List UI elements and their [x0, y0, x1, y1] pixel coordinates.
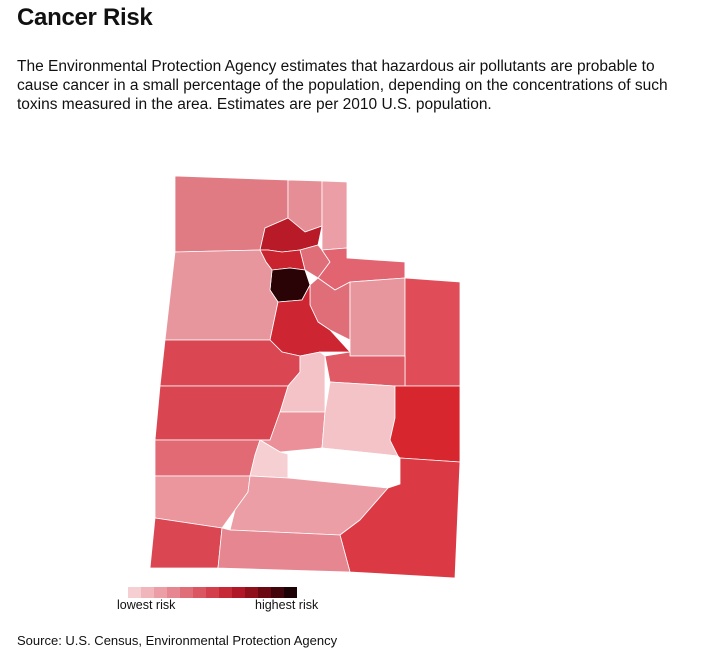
legend-swatch: [180, 587, 193, 598]
legend-swatch: [219, 587, 232, 598]
legend-swatch: [284, 587, 297, 598]
county-rich[interactable]: [321, 180, 348, 251]
source-note: Source: U.S. Census, Environmental Prote…: [17, 633, 338, 648]
legend-swatch: [258, 587, 271, 598]
county-grand[interactable]: [389, 385, 461, 463]
county-millard[interactable]: [154, 385, 289, 441]
page-title: Cancer Risk: [17, 4, 153, 31]
legend-swatch: [128, 587, 141, 598]
description: The Environmental Protection Agency esti…: [17, 58, 668, 113]
legend: [128, 587, 297, 598]
county-carbon[interactable]: [324, 351, 406, 387]
legend-swatch: [141, 587, 154, 598]
legend-swatch: [193, 587, 206, 598]
county-duchesne[interactable]: [349, 277, 406, 357]
legend-swatch: [206, 587, 219, 598]
county-emery[interactable]: [321, 381, 399, 457]
county-tooele[interactable]: [164, 249, 279, 341]
county-kane[interactable]: [217, 527, 351, 573]
legend-color-bar: [128, 587, 297, 598]
legend-swatch: [232, 587, 245, 598]
legend-high-label: highest risk: [255, 598, 319, 612]
legend-swatch: [245, 587, 258, 598]
county-san-juan[interactable]: [339, 457, 461, 579]
legend-swatch: [154, 587, 167, 598]
county-uintah[interactable]: [404, 277, 461, 387]
legend-swatch: [167, 587, 180, 598]
legend-swatch: [271, 587, 284, 598]
legend-low-label: lowest risk: [117, 598, 176, 612]
